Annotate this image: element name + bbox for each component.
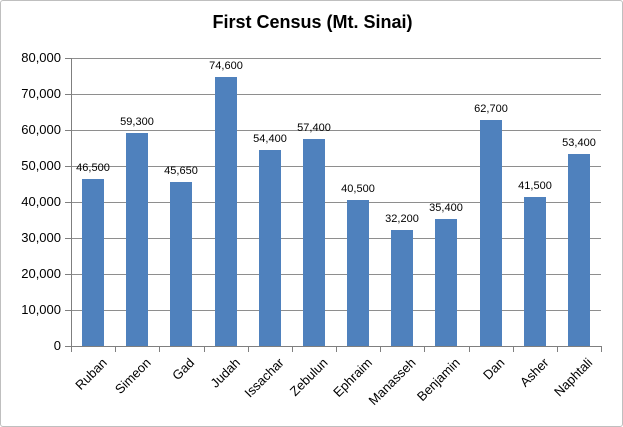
bar-ephraim[interactable] <box>347 200 369 346</box>
bar-value-label: 35,400 <box>429 202 463 214</box>
bar-manasseh[interactable] <box>391 230 413 346</box>
y-axis-label: 60,000 <box>21 122 61 137</box>
y-axis-label: 20,000 <box>21 266 61 281</box>
x-tick <box>292 347 293 352</box>
bar-value-label: 32,200 <box>385 213 419 225</box>
x-axis-label: Zebulun <box>286 355 331 399</box>
bar-value-label: 45,650 <box>164 165 198 177</box>
x-axis-label: Judah <box>206 355 243 391</box>
bar-benjamin[interactable] <box>435 219 457 346</box>
bar-value-label: 54,400 <box>253 133 287 145</box>
x-axis-label: Benjamin <box>413 355 463 404</box>
x-axis-label: Manasseh <box>365 355 419 409</box>
bar-naphtali[interactable] <box>568 154 590 346</box>
bar-zebulun[interactable] <box>303 139 325 346</box>
x-axis-label: Ruban <box>71 355 110 393</box>
x-axis-label: Ephraim <box>329 355 375 400</box>
y-tick <box>65 310 71 311</box>
x-axis-label: Asher <box>516 355 552 390</box>
bar-ruban[interactable] <box>82 179 104 346</box>
x-axis-label: Naphtali <box>551 355 596 400</box>
x-tick <box>469 347 470 352</box>
bar-value-label: 53,400 <box>562 137 596 149</box>
y-axis-line <box>71 58 72 347</box>
gridline <box>71 274 601 275</box>
gridline <box>71 130 601 131</box>
x-tick <box>248 347 249 352</box>
x-axis-label: Dan <box>480 355 508 383</box>
y-tick <box>65 58 71 59</box>
x-tick <box>513 347 514 352</box>
y-axis-label: 50,000 <box>21 158 61 173</box>
gridline <box>71 94 601 95</box>
bar-gad[interactable] <box>170 182 192 346</box>
bar-value-label: 62,700 <box>474 103 508 115</box>
bar-value-label: 46,500 <box>76 162 110 174</box>
bar-value-label: 74,600 <box>209 60 243 72</box>
x-tick <box>115 347 116 352</box>
x-tick <box>159 347 160 352</box>
y-axis-label: 10,000 <box>21 302 61 317</box>
x-tick <box>71 347 72 352</box>
bar-value-label: 57,400 <box>297 122 331 134</box>
y-tick <box>65 202 71 203</box>
x-axis-line <box>71 346 602 347</box>
bar-value-label: 40,500 <box>341 183 375 195</box>
y-tick <box>65 274 71 275</box>
gridline <box>71 310 601 311</box>
y-tick <box>65 94 71 95</box>
y-axis-label: 30,000 <box>21 230 61 245</box>
x-axis-label: Simeon <box>111 355 154 397</box>
x-tick <box>204 347 205 352</box>
bar-asher[interactable] <box>524 197 546 346</box>
x-axis-label: Issachar <box>241 355 287 401</box>
bar-simeon[interactable] <box>126 133 148 346</box>
y-tick <box>65 130 71 131</box>
x-tick <box>557 347 558 352</box>
gridline <box>71 238 601 239</box>
x-tick <box>380 347 381 352</box>
y-tick <box>65 238 71 239</box>
x-tick <box>336 347 337 352</box>
x-tick <box>601 347 602 352</box>
bar-dan[interactable] <box>480 120 502 346</box>
bar-value-label: 59,300 <box>120 116 154 128</box>
bar-issachar[interactable] <box>259 150 281 346</box>
bar-judah[interactable] <box>215 77 237 346</box>
y-tick <box>65 346 71 347</box>
x-axis-label: Gad <box>169 355 198 383</box>
y-axis-label: 80,000 <box>21 50 61 65</box>
chart-title: First Census (Mt. Sinai) <box>212 12 413 32</box>
y-axis-label: 0 <box>53 338 61 353</box>
gridline <box>71 58 601 59</box>
bar-value-label: 41,500 <box>518 180 552 192</box>
y-tick <box>65 166 71 167</box>
y-axis-label: 40,000 <box>21 194 61 209</box>
gridline <box>71 202 601 203</box>
x-tick <box>424 347 425 352</box>
y-axis-label: 70,000 <box>21 86 61 101</box>
gridline <box>71 166 601 167</box>
